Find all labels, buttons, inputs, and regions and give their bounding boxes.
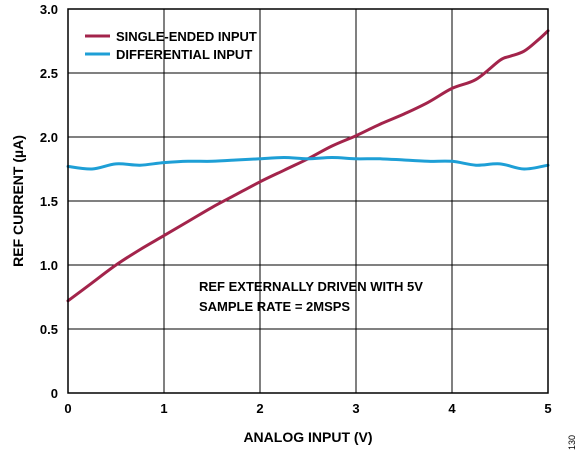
y-tick-label: 1.5 bbox=[40, 194, 58, 209]
annotation: REF EXTERNALLY DRIVEN WITH 5V SAMPLE RAT… bbox=[199, 279, 423, 314]
legend: SINGLE-ENDED INPUT DIFFERENTIAL INPUT bbox=[85, 29, 257, 62]
legend-label-single-ended: SINGLE-ENDED INPUT bbox=[116, 29, 257, 44]
y-tick-label: 1.0 bbox=[40, 258, 58, 273]
y-tick-labels: 0 0.5 1.0 1.5 2.0 2.5 3.0 bbox=[40, 2, 58, 401]
plot-frame bbox=[67, 8, 549, 394]
y-tick-label: 0.5 bbox=[40, 322, 58, 337]
figure-id: 130 bbox=[567, 435, 577, 450]
legend-label-differential: DIFFERENTIAL INPUT bbox=[116, 47, 252, 62]
series-line-differential bbox=[66, 156, 550, 171]
x-tick-labels: 0 1 2 3 4 5 bbox=[64, 401, 551, 416]
y-tick-label: 2.0 bbox=[40, 130, 58, 145]
y-tick-label: 2.5 bbox=[40, 66, 58, 81]
x-tick-label: 4 bbox=[448, 401, 456, 416]
series-group bbox=[66, 29, 550, 303]
x-tick-label: 1 bbox=[160, 401, 167, 416]
grid bbox=[68, 9, 548, 393]
y-tick-label: 3.0 bbox=[40, 2, 58, 17]
y-tick-label: 0 bbox=[51, 386, 58, 401]
series-line-single-ended bbox=[66, 29, 550, 303]
x-tick-label: 2 bbox=[256, 401, 263, 416]
y-axis-title: REF CURRENT (µA) bbox=[10, 135, 26, 267]
x-tick-label: 3 bbox=[352, 401, 359, 416]
x-tick-label: 0 bbox=[64, 401, 71, 416]
x-axis-title: ANALOG INPUT (V) bbox=[243, 429, 372, 445]
x-tick-label: 5 bbox=[544, 401, 551, 416]
annotation-line-2: SAMPLE RATE = 2MSPS bbox=[199, 299, 350, 314]
annotation-line-1: REF EXTERNALLY DRIVEN WITH 5V bbox=[199, 279, 423, 294]
